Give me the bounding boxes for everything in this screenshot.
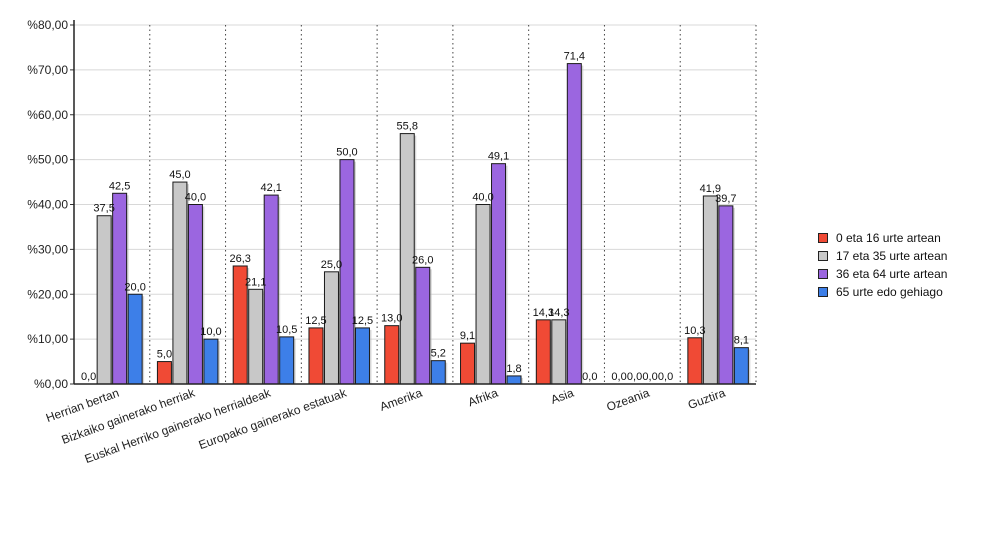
x-tick-label: Afrika <box>466 386 500 410</box>
bar <box>263 194 279 385</box>
labels-layer: %0,00 %10,00 %20,00 %30,00 %40,00 %50,00 %60,0… <box>27 18 749 466</box>
legend-swatch <box>818 251 828 261</box>
y-tick-label: %20,00 <box>27 287 68 301</box>
bars-layer <box>96 63 751 385</box>
bar-value-label: 0,0 <box>611 371 626 383</box>
bar-value-label: 45,0 <box>169 169 190 181</box>
bar-value-label: 71,4 <box>564 51 585 63</box>
bar-value-label: 25,0 <box>321 259 342 271</box>
bar-value-label: 5,0 <box>157 349 172 361</box>
bar-value-label: 37,5 <box>93 203 114 215</box>
bar <box>127 293 143 385</box>
bar-value-label: 26,3 <box>229 253 250 265</box>
bar-value-label: 42,5 <box>109 180 130 192</box>
x-tick-label: Europako gainerako estatuak <box>197 385 349 452</box>
bar-value-label: 10,0 <box>200 326 221 338</box>
legend-swatch <box>818 287 828 297</box>
y-tick-label: %0,00 <box>34 377 68 391</box>
axis-layer <box>70 20 756 385</box>
bar-value-label: 40,0 <box>472 192 493 204</box>
legend: 0 eta 16 urte artean 17 eta 35 urte arte… <box>818 229 947 301</box>
y-tick-label: %30,00 <box>27 242 68 256</box>
y-tick-label: %10,00 <box>27 332 68 346</box>
bar-value-label: 12,5 <box>305 315 326 327</box>
bar-value-label: 39,7 <box>715 193 736 205</box>
bar-value-label: 10,5 <box>276 324 297 336</box>
y-tick-label: %50,00 <box>27 153 68 167</box>
x-tick-label: Asia <box>549 386 576 407</box>
bar <box>172 181 188 385</box>
bar-value-label: 8,1 <box>734 335 749 347</box>
bar-value-label: 50,0 <box>336 147 357 159</box>
bar <box>203 338 219 385</box>
bar-value-label: 12,5 <box>352 315 373 327</box>
bar-value-label: 20,0 <box>124 281 145 293</box>
bar <box>384 325 400 385</box>
x-tick-label: Guztira <box>686 386 727 412</box>
bar-value-label: 14,3 <box>548 307 569 319</box>
bar-value-label: 40,0 <box>185 192 206 204</box>
bar <box>430 360 446 385</box>
bar <box>279 336 295 385</box>
x-tick-label: Ozeania <box>605 386 652 415</box>
bar <box>460 342 476 385</box>
bar-value-label: 0,0 <box>627 371 642 383</box>
bar-value-label: 5,2 <box>431 348 446 360</box>
bar-value-label: 49,1 <box>488 151 509 163</box>
bar <box>475 204 491 385</box>
bar <box>506 375 522 385</box>
bar <box>248 288 264 385</box>
y-tick-label: %40,00 <box>27 198 68 212</box>
y-tick-label: %80,00 <box>27 18 68 32</box>
bar-value-label: 13,0 <box>381 313 402 325</box>
legend-item: 17 eta 35 urte artean <box>818 247 947 265</box>
bar <box>535 319 551 385</box>
bar-value-label: 55,8 <box>397 121 418 133</box>
bar-value-label: 0,0 <box>582 371 597 383</box>
bar <box>551 319 567 385</box>
legend-swatch <box>818 269 828 279</box>
y-tick-label: %60,00 <box>27 108 68 122</box>
bar-value-label: 42,1 <box>260 182 281 194</box>
bar <box>415 266 431 385</box>
bar <box>339 159 355 385</box>
bar-value-label: 14,3 <box>533 307 554 319</box>
bar-value-label: 0,0 <box>81 371 96 383</box>
bar-value-label: 10,3 <box>684 325 705 337</box>
bar-value-label: 9,1 <box>460 330 475 342</box>
legend-label: 17 eta 35 urte artean <box>836 249 948 263</box>
bar-value-label: 21,1 <box>245 276 266 288</box>
bar <box>718 205 734 385</box>
bar <box>156 361 172 385</box>
legend-item: 36 eta 64 urte artean <box>818 265 947 283</box>
x-tick-label: Amerika <box>378 386 424 414</box>
legend-item: 65 urte edo gehiago <box>818 283 947 301</box>
bar <box>687 337 703 385</box>
bar <box>702 195 718 385</box>
bar <box>733 347 749 385</box>
legend-swatch <box>818 233 828 243</box>
bar <box>323 271 339 385</box>
bar <box>308 327 324 385</box>
bar <box>187 204 203 385</box>
legend-label: 36 eta 64 urte artean <box>836 267 948 281</box>
bar-value-label: 0,0 <box>658 371 673 383</box>
bar <box>566 63 582 385</box>
legend-label: 65 urte edo gehiago <box>836 285 943 299</box>
y-tick-label: %70,00 <box>27 63 68 77</box>
legend-item: 0 eta 16 urte artean <box>818 229 947 247</box>
legend-label: 0 eta 16 urte artean <box>836 231 941 245</box>
bar <box>96 215 112 385</box>
bar-value-label: 26,0 <box>412 254 433 266</box>
bar-value-label: 1,8 <box>506 363 521 375</box>
bar-value-label: 0,0 <box>642 371 657 383</box>
bar-value-label: 41,9 <box>700 183 721 195</box>
bar <box>354 327 370 385</box>
